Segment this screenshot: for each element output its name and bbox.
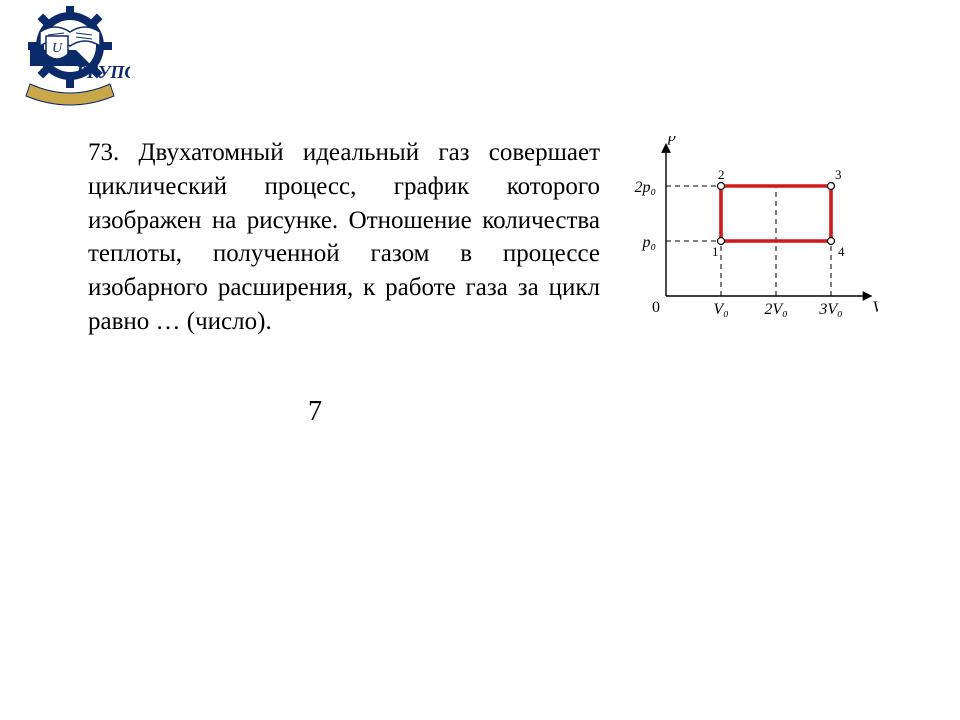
pv-diagram: 1 2 3 4 Vp 0 p₀ 2p₀ V₀ 2V₀ 3V₀ (618, 136, 878, 341)
svg-text:p₀: p₀ (641, 234, 656, 251)
svg-text:p: p (667, 136, 676, 145)
page: U РГУПС 73. Двухатомный идеальный газ со… (0, 0, 960, 720)
logo-svg: U РГУПС (10, 6, 130, 106)
problem-number: 73. (88, 139, 119, 166)
pv-diagram-svg: 1 2 3 4 Vp 0 p₀ 2p₀ V₀ 2V₀ 3V₀ (618, 136, 878, 336)
svg-text:1: 1 (712, 244, 719, 259)
svg-text:0: 0 (652, 299, 660, 316)
svg-text:4: 4 (838, 244, 845, 259)
svg-text:V: V (873, 299, 879, 316)
svg-text:V₀: V₀ (713, 301, 728, 318)
logo-text: РГУПС (75, 62, 130, 82)
svg-text:2p₀: 2p₀ (634, 179, 656, 196)
svg-text:2V₀: 2V₀ (764, 301, 787, 318)
problem-row: 73. Двухатомный идеальный газ совершает … (88, 136, 878, 341)
problem-body: Двухатомный идеальный газ совершает цикл… (88, 139, 600, 335)
answer-value: 7 (88, 396, 878, 428)
logo-letter: U (52, 41, 63, 56)
content-area: 73. Двухатомный идеальный газ совершает … (88, 136, 878, 428)
svg-text:3V₀: 3V₀ (818, 301, 842, 318)
institution-logo: U РГУПС (10, 6, 130, 106)
problem-text: 73. Двухатомный идеальный газ совершает … (88, 136, 600, 339)
svg-text:2: 2 (718, 167, 725, 182)
svg-text:3: 3 (835, 167, 842, 182)
